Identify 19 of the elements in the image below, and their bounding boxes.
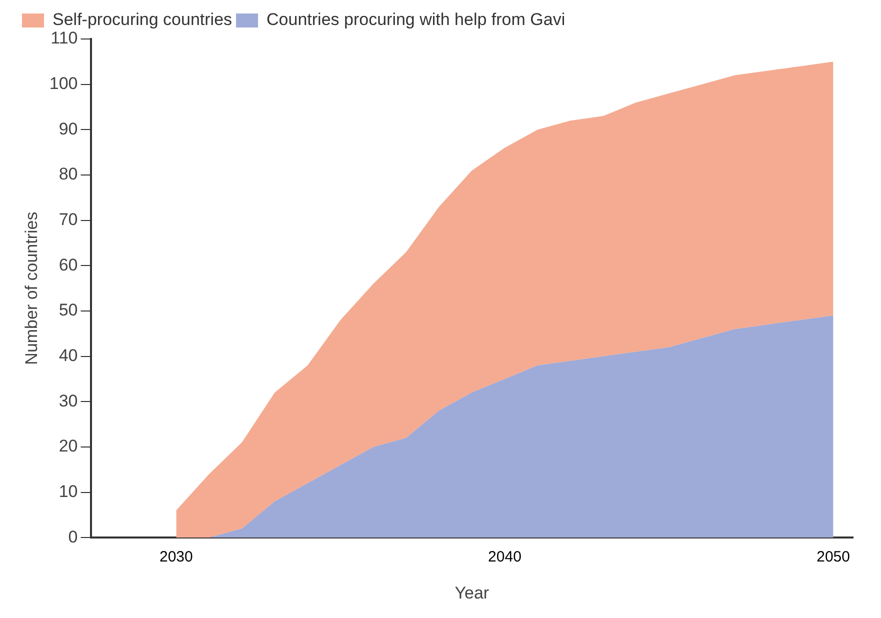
y-tick-label: 50 xyxy=(58,300,78,320)
y-tick-label: 110 xyxy=(50,28,78,48)
y-tick-label: 30 xyxy=(58,391,78,410)
legend-label: Countries procuring with help from Gavi xyxy=(266,10,566,30)
y-tick-label: 70 xyxy=(58,210,78,229)
x-tick-label: 2050 xyxy=(816,548,850,566)
y-tick-label: 40 xyxy=(58,346,78,365)
legend-label: Self-procuring countries xyxy=(52,10,232,30)
y-tick-label: 100 xyxy=(49,74,78,94)
y-tick-label: 80 xyxy=(58,164,78,184)
y-tick-label: 20 xyxy=(58,436,78,456)
y-tick-label: 0 xyxy=(68,527,78,546)
y-tick-label: 90 xyxy=(58,119,78,138)
y-tick-label: 10 xyxy=(58,482,78,501)
x-tick-label: 2040 xyxy=(488,548,522,566)
y-axis-title: Number of countries xyxy=(22,212,41,365)
y-tick-label: 60 xyxy=(58,255,78,274)
x-axis-title: Year xyxy=(454,583,490,602)
x-tick-label: 2030 xyxy=(160,548,193,566)
